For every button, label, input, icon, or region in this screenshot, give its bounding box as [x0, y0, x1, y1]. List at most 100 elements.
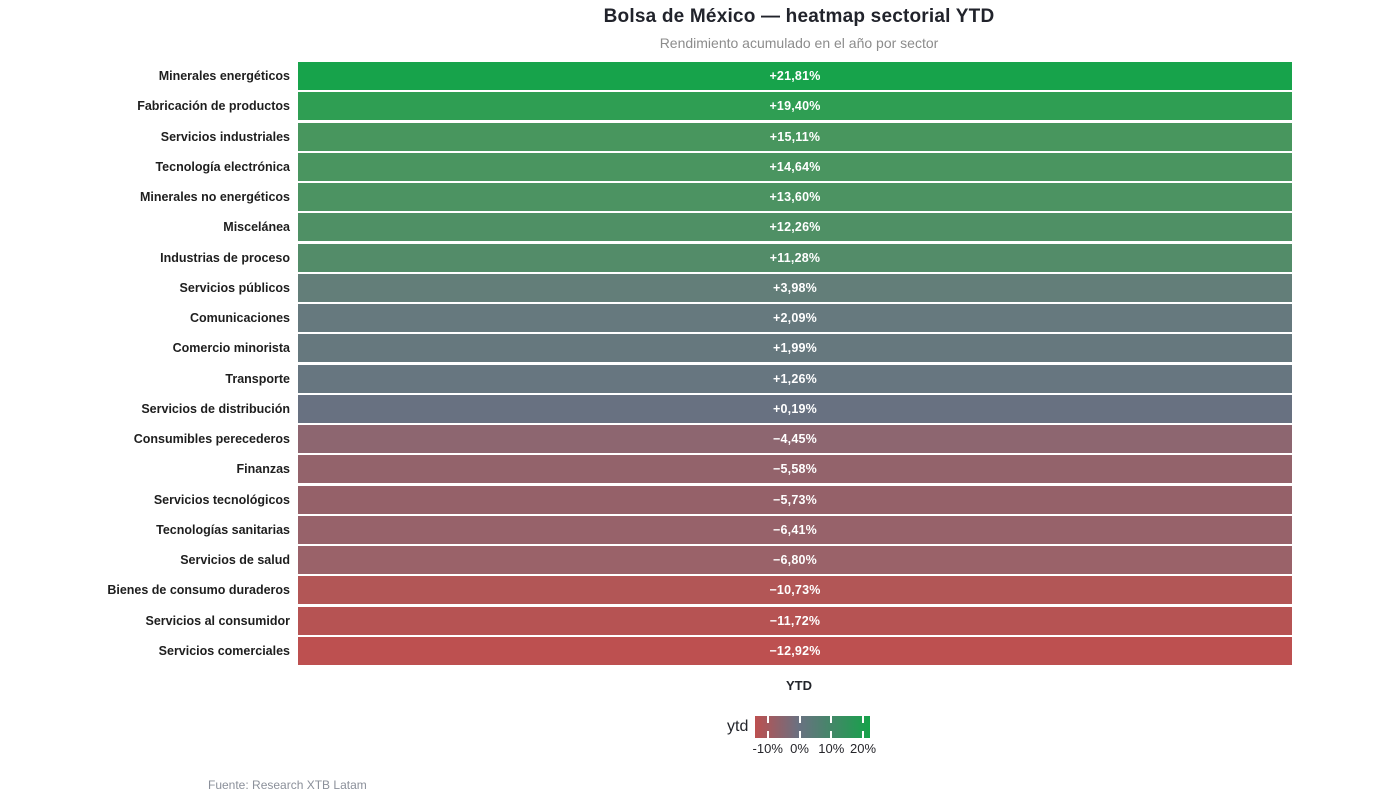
sector-label: Bienes de consumo duraderos [107, 583, 290, 598]
heatmap-row: Minerales energéticos +21,81% [0, 62, 1292, 90]
source-note: Fuente: Research XTB Latam [208, 778, 367, 792]
heatmap-row: Minerales no energéticos +13,60% [0, 183, 1292, 211]
sector-label: Servicios públicos [179, 280, 290, 295]
colorbar-tick-mark [830, 731, 833, 738]
heatmap-row: Industrias de proceso +11,28% [0, 243, 1292, 272]
colorbar-tick-label: 10% [818, 741, 845, 756]
sector-label: Consumibles perecederos [133, 432, 290, 446]
heatmap-cell: +1,99% [298, 334, 1292, 363]
heatmap-cell: −12,92% [298, 636, 1292, 665]
colorbar-title: ytd [727, 718, 749, 735]
cell-value-label: −6,41% [773, 522, 817, 537]
cell-value-label: +19,40% [769, 99, 821, 114]
heatmap-row: Consumibles perecederos −4,45% [0, 425, 1292, 453]
cell-value-label: +2,09% [773, 311, 817, 325]
heatmap-row: Fabricación de productos +19,40% [0, 92, 1292, 121]
colorbar-tick-mark [798, 716, 801, 723]
cell-value-label: −4,45% [773, 432, 817, 446]
colorbar-tick-mark [766, 731, 769, 738]
colorbar-tick-mark [798, 731, 801, 738]
chart-title: Bolsa de México — heatmap sectorial YTD [603, 6, 995, 27]
sector-label: Minerales energéticos [158, 69, 290, 83]
colorbar-wrap: -10% 0% 10% 20% [753, 716, 876, 756]
sector-label: Industrias de proceso [160, 250, 290, 265]
heatmap-cell: +0,19% [298, 394, 1292, 423]
colorbar-tick-mark [766, 716, 769, 723]
sector-label: Comunicaciones [189, 311, 290, 325]
chart-header: Bolsa de México — heatmap sectorial YTD … [306, 6, 1292, 51]
colorbar-tick-mark [862, 716, 865, 723]
cell-value-label: +1,99% [773, 341, 817, 356]
heatmap-row: Servicios industriales +15,11% [0, 122, 1292, 151]
heatmap-rows: Minerales energéticos +21,81% Fabricación … [0, 62, 1292, 667]
heatmap-cell: −4,45% [298, 425, 1292, 453]
heatmap-cell: −10,73% [298, 576, 1292, 605]
cell-value-label: +0,19% [773, 401, 817, 416]
sector-label: Servicios de distribución [141, 401, 290, 416]
sector-label: Servicios al consumidor [145, 613, 291, 628]
heatmap-row: Bienes de consumo duraderos −10,73% [0, 576, 1292, 605]
heatmap-row: Tecnología electrónica +14,64% [0, 152, 1292, 181]
heatmap-cell: +19,40% [298, 92, 1292, 121]
heatmap-cell: −6,41% [298, 515, 1292, 544]
sector-label: Tecnología electrónica [155, 159, 290, 174]
heatmap-cell: +21,81% [298, 62, 1292, 90]
colorbar-gradient [755, 716, 871, 738]
heatmap-row: Finanzas −5,58% [0, 455, 1292, 484]
heatmap-row: Servicios de distribución +0,19% [0, 394, 1292, 423]
colorbar-tick-mark [862, 731, 865, 738]
cell-value-label: +11,28% [769, 250, 821, 265]
sector-label: Comercio minorista [172, 341, 290, 356]
sector-label: Minerales no energéticos [139, 190, 290, 204]
heatmap-row: Servicios de salud −6,80% [0, 546, 1292, 574]
heatmap-cell: −5,58% [298, 455, 1292, 484]
sector-label: Servicios de salud [180, 553, 290, 567]
cell-value-label: −10,73% [769, 583, 821, 598]
sector-label: Servicios comerciales [158, 643, 290, 658]
sector-label: Finanzas [236, 462, 291, 477]
heatmap-cell: −6,80% [298, 546, 1292, 574]
cell-value-label: +3,98% [773, 280, 817, 295]
cell-value-label: +13,60% [769, 190, 821, 204]
heatmap-row: Servicios comerciales −12,92% [0, 636, 1292, 665]
cell-value-label: +21,81% [769, 69, 821, 83]
colorbar-tick-mark [830, 716, 833, 723]
heatmap-cell: −11,72% [298, 606, 1292, 635]
colorbar-legend: ytd -10% 0% 10% 20% [727, 716, 876, 756]
colorbar-tick-label: 0% [790, 741, 809, 756]
cell-value-label: −6,80% [773, 553, 817, 567]
chart-subtitle: Rendimiento acumulado en el año por sect… [659, 35, 939, 51]
heatmap-cell: +12,26% [298, 213, 1292, 242]
heatmap-cell: +11,28% [298, 243, 1292, 272]
heatmap-row: Transporte +1,26% [0, 364, 1292, 393]
cell-value-label: +14,64% [769, 159, 821, 174]
heatmap-row: Miscelánea +12,26% [0, 213, 1292, 242]
heatmap-cell: +15,11% [298, 122, 1292, 151]
heatmap-cell: +2,09% [298, 304, 1292, 332]
heatmap-cell: +3,98% [298, 273, 1292, 302]
cell-value-label: −5,73% [773, 492, 817, 507]
heatmap-cell: +1,26% [298, 364, 1292, 393]
heatmap-cell: +13,60% [298, 183, 1292, 211]
sector-label: Miscelánea [223, 220, 290, 235]
heatmap-row: Servicios tecnológicos −5,73% [0, 485, 1292, 514]
heatmap-cell: −5,73% [298, 485, 1292, 514]
sector-label: Servicios tecnológicos [153, 492, 290, 507]
heatmap-row: Tecnologías sanitarias −6,41% [0, 515, 1292, 544]
heatmap-cell: +14,64% [298, 152, 1292, 181]
sector-label: Servicios industriales [160, 129, 290, 144]
heatmap-row: Servicios públicos +3,98% [0, 273, 1292, 302]
sector-label: Tecnologías sanitarias [156, 522, 290, 537]
cell-value-label: +12,26% [769, 220, 821, 235]
sector-label: Fabricación de productos [137, 99, 290, 114]
cell-value-label: −5,58% [773, 462, 817, 477]
colorbar-tick-label: 20% [850, 741, 877, 756]
cell-value-label: −12,92% [769, 643, 821, 658]
cell-value-label: −11,72% [769, 613, 821, 628]
heatmap-row: Comunicaciones +2,09% [0, 304, 1292, 332]
x-axis-label: YTD [786, 678, 812, 693]
cell-value-label: +15,11% [769, 129, 821, 144]
colorbar-tick-label: -10% [752, 741, 783, 756]
heatmap-row: Comercio minorista +1,99% [0, 334, 1292, 363]
